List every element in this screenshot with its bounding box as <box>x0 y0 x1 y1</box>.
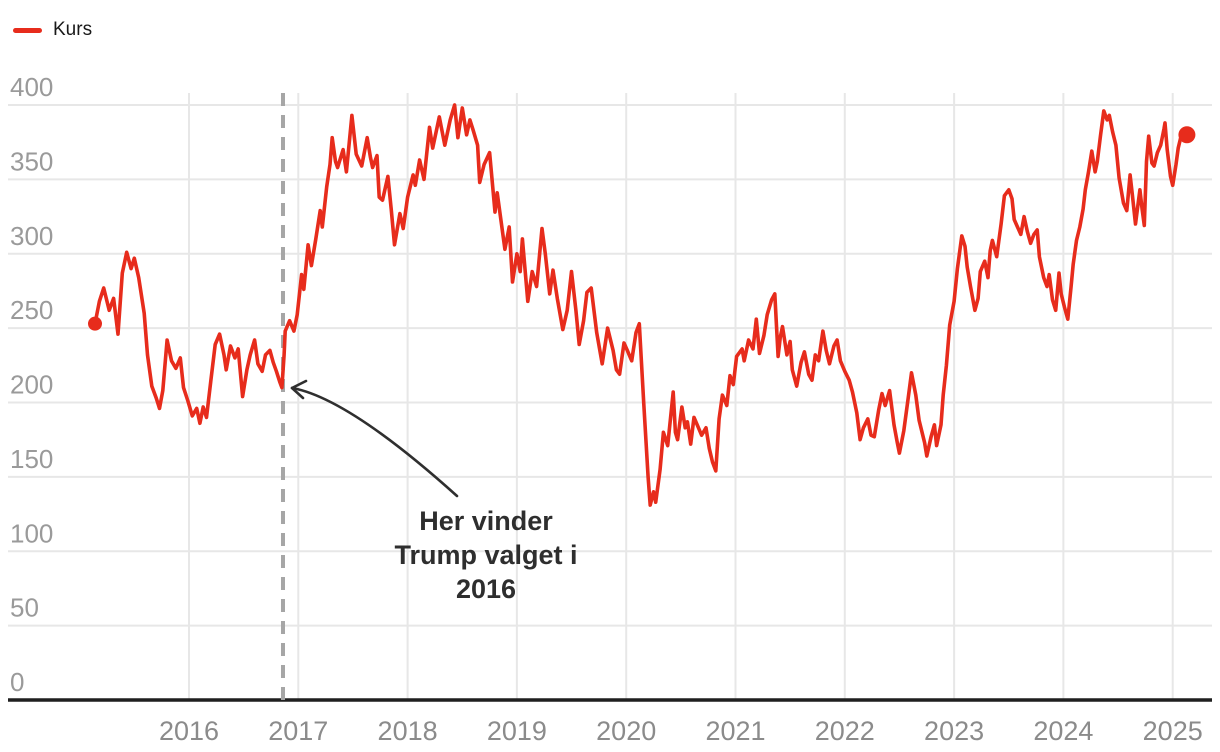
y-axis-tick-label: 400 <box>10 72 53 102</box>
y-axis-tick-label: 350 <box>10 146 53 176</box>
y-axis-tick-label: 50 <box>10 593 39 623</box>
x-axis-tick-label: 2018 <box>378 716 438 746</box>
legend-line-swatch <box>13 27 42 33</box>
annotation-line-2: Trump valget i <box>394 540 578 570</box>
annotation-line-3: 2016 <box>455 574 517 604</box>
y-axis-tick-label: 0 <box>10 667 24 697</box>
x-axis-tick-label: 2024 <box>1033 716 1093 746</box>
x-axis-tick-label: 2020 <box>596 716 656 746</box>
legend-label: Kurs <box>53 19 93 40</box>
series-start-dot <box>88 316 103 331</box>
x-axis-tick-label: 2021 <box>705 716 765 746</box>
event-annotation: Her vinder Trump valget i 2016 <box>394 504 577 606</box>
series-end-dot <box>1178 126 1196 144</box>
x-axis-tick-label: 2019 <box>487 716 547 746</box>
y-axis-tick-label: 100 <box>10 518 53 548</box>
x-axis-tick-label: 2017 <box>268 716 328 746</box>
annotation-line-1: Her vinder <box>419 506 553 536</box>
price-line <box>93 103 1189 507</box>
x-axis-tick-label: 2023 <box>924 716 984 746</box>
annotation-arrow <box>290 386 459 498</box>
annotation-arrowhead <box>290 379 308 400</box>
y-axis-tick-label: 150 <box>10 444 53 474</box>
y-axis-tick-label: 300 <box>10 221 53 251</box>
x-axis-tick-label: 2016 <box>159 716 219 746</box>
legend: Kurs <box>13 19 92 41</box>
y-axis-tick-label: 250 <box>10 295 53 325</box>
x-axis-tick-label: 2022 <box>815 716 875 746</box>
y-axis-tick-label: 200 <box>10 370 53 400</box>
x-axis-tick-label: 2025 <box>1143 716 1203 746</box>
